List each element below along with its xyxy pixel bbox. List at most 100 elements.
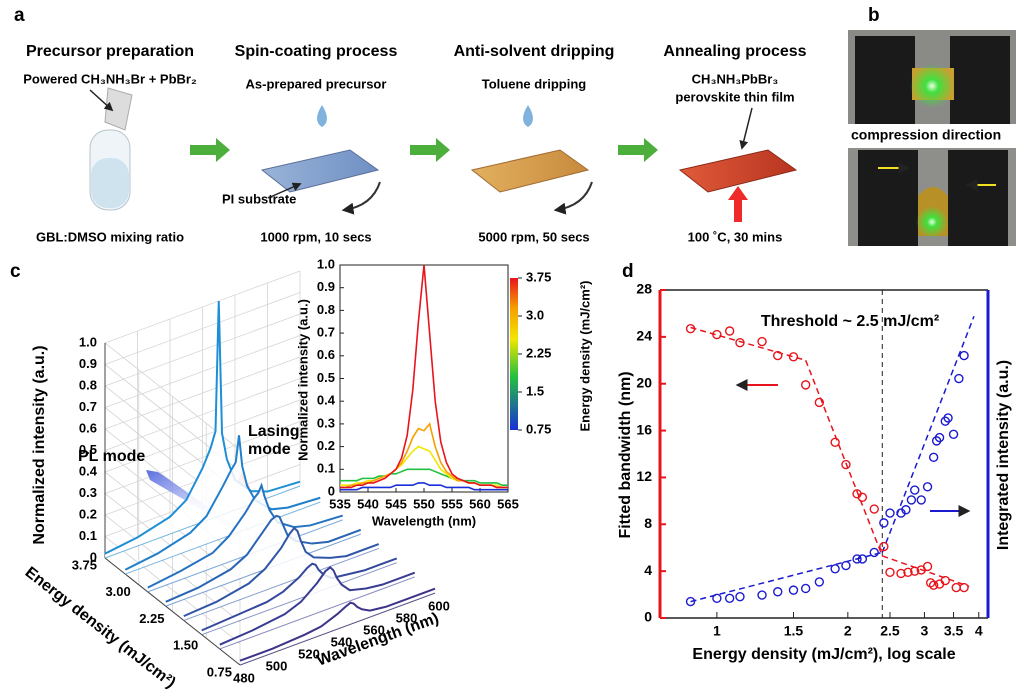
data-point [886, 568, 894, 576]
data-point [758, 338, 766, 346]
e-tick-label: 2.25 [139, 611, 164, 626]
y-tick-label: 0 [644, 609, 652, 625]
step-note: Toluene dripping [482, 76, 587, 91]
e-tick-label: 1.50 [173, 638, 198, 653]
substrate [262, 150, 378, 192]
x-tick-label: 3 [921, 623, 929, 639]
z-tick-label: 0.6 [79, 420, 97, 435]
drop [317, 105, 327, 127]
x-axis-label: Energy density (mJ/cm²), log scale [692, 646, 955, 663]
e-tick-label: 3.75 [72, 557, 97, 572]
data-point [907, 496, 915, 504]
colorbar-tick-label: 0.75 [526, 421, 551, 436]
y-tick-label: 0.6 [317, 347, 335, 362]
data-point [924, 562, 932, 570]
x-tick-label: 2.5 [880, 623, 900, 639]
fit-line [806, 360, 883, 556]
pointer [742, 108, 752, 148]
annotation: Lasing [248, 423, 300, 440]
data-point [960, 584, 968, 592]
drop [523, 105, 533, 127]
y-tick-label: 12 [636, 468, 652, 484]
spin-arrow [344, 182, 380, 210]
data-point [736, 593, 744, 601]
data-point [917, 496, 925, 504]
x-tick-label: 3.5 [944, 623, 964, 639]
y-tick-label: 1.0 [317, 256, 335, 271]
colorbar [510, 278, 518, 430]
fit-line [691, 327, 806, 360]
y-tick-label: 8 [644, 515, 652, 531]
clamp [858, 150, 918, 246]
step-note: GBL:DMSO mixing ratio [36, 229, 184, 244]
x-tick-label: 2 [844, 623, 852, 639]
data-point [842, 562, 850, 570]
data-point [726, 327, 734, 335]
data-point [955, 375, 963, 383]
clamp [855, 36, 915, 124]
page: a b c d Precursor preparation Powered CH… [0, 0, 1016, 694]
substrate-label: PI substrate [222, 191, 296, 206]
y-tick-label: 0.2 [317, 438, 335, 453]
clamp [948, 150, 1008, 246]
data-point [713, 594, 721, 602]
data-point [950, 430, 958, 438]
data-point [930, 453, 938, 461]
step-note: perovskite thin film [675, 89, 794, 104]
emission [910, 64, 954, 108]
spectrum-line [340, 265, 508, 487]
clamp [950, 36, 1010, 124]
fit-line [882, 316, 974, 552]
y-tick-label: 0.7 [317, 325, 335, 340]
spin-arrow [556, 182, 592, 210]
data-point [815, 578, 823, 586]
step-title: Spin-coating process [235, 43, 398, 60]
process-arrow [618, 138, 658, 162]
colorbar-tick-label: 1.5 [526, 383, 544, 398]
data-point [774, 588, 782, 596]
data-point [880, 519, 888, 527]
y-tick-label: 0.9 [317, 279, 335, 294]
y-tick-label: 4 [644, 562, 652, 578]
y-tick-label: 20 [636, 374, 652, 390]
y-tick-label: 16 [636, 421, 652, 437]
z-tick-label: 0.2 [79, 506, 97, 521]
schematic: Precursor preparation Powered CH₃NH₃Br +… [23, 43, 806, 244]
data-point [924, 483, 932, 491]
step-note: Powered CH₃NH₃Br + PbBr₂ [23, 71, 197, 86]
x-tick-label: 545 [385, 496, 407, 511]
waterfall-chart: 00.10.20.30.40.50.60.70.80.91.0480500520… [22, 271, 450, 692]
data-point [952, 584, 960, 592]
y-tick-label: 0.4 [317, 393, 336, 408]
panel-label: c [10, 261, 21, 282]
data-point [870, 505, 878, 513]
z-tick-label: 0.8 [79, 377, 97, 392]
panel-label: d [622, 261, 634, 282]
step-note: 100 ˚C, 30 mins [688, 229, 783, 244]
y-tick-label: 0.5 [317, 370, 335, 385]
z-tick-label: 0.4 [79, 463, 98, 478]
heat-arrow [728, 186, 748, 222]
y-tick-label: 0.3 [317, 415, 335, 430]
colorbar-tick-label: 3.0 [526, 307, 544, 322]
powder-bag [105, 88, 132, 130]
y-tick-label: 28 [636, 281, 652, 297]
data-point [802, 584, 810, 592]
x-tick-label: 4 [975, 623, 983, 639]
colorbar-label: Energy density (mJ/cm²) [577, 281, 592, 432]
step-title: Anti-solvent dripping [454, 43, 615, 60]
x-axis-label: Wavelength (nm) [372, 513, 476, 528]
x-tick-label: 535 [329, 496, 351, 511]
y-tick-label: 24 [636, 328, 652, 344]
z-tick-label: 0.9 [79, 356, 97, 371]
data-point [726, 594, 734, 602]
y-tick-label: 0.8 [317, 302, 335, 317]
z-tick-label: 1.0 [79, 334, 97, 349]
annotation: mode [248, 441, 291, 458]
figure: a b c d Precursor preparation Powered CH… [0, 0, 1016, 694]
z-tick-label: 0.1 [79, 528, 97, 543]
x-tick-label: 560 [469, 496, 491, 511]
z-tick-label: 0.3 [79, 485, 97, 500]
step-title: Annealing process [663, 43, 806, 60]
